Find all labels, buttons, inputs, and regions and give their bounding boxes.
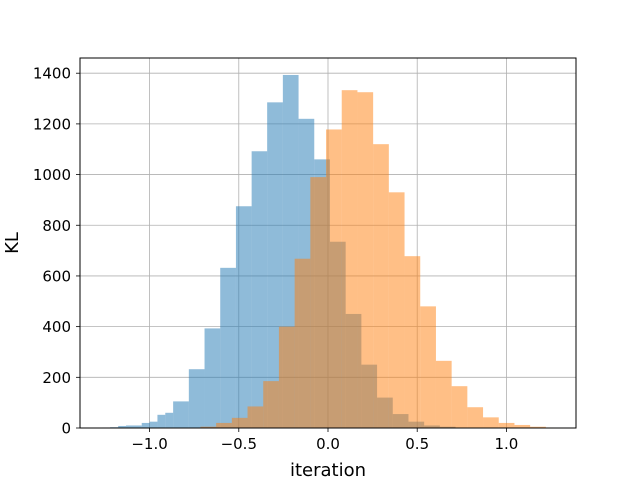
histogram-bar-series-1 — [118, 425, 127, 428]
histogram-bar-series-2 — [278, 326, 295, 428]
y-tick-label: 0 — [61, 420, 71, 438]
histogram-bar-series-1 — [204, 328, 221, 428]
histogram-bar-series-1 — [157, 414, 166, 428]
histogram-bar-series-2 — [247, 406, 264, 428]
x-tick-label: −1.0 — [131, 435, 167, 453]
y-tick-label: 1000 — [33, 166, 71, 184]
histogram-bar-series-2 — [263, 381, 279, 428]
x-tick-label: 0.0 — [316, 435, 340, 453]
y-tick-label: 400 — [42, 318, 71, 336]
histogram-bar-series-2 — [451, 386, 468, 428]
histogram-bar-series-2 — [373, 144, 389, 429]
histogram-bar-series-1 — [235, 206, 252, 428]
histogram-bar-series-2 — [435, 360, 452, 428]
histogram-bar-series-2 — [467, 407, 484, 428]
histogram-bar-series-2 — [326, 129, 342, 428]
histogram-bar-series-1 — [220, 267, 236, 428]
histogram-bar-series-2 — [530, 426, 546, 428]
axis-ticks: −1.0 −0.5 0.0 0.5 1.0 0 200 400 600 800 1000 1200 14… — [33, 65, 519, 453]
y-tick-label: 1200 — [33, 115, 71, 133]
histogram-bar-series-1 — [149, 421, 158, 428]
histogram-bar-series-2 — [294, 258, 311, 428]
histogram-bars — [102, 74, 554, 429]
histogram-bar-series-1 — [251, 151, 268, 429]
y-axis-label: KL — [2, 232, 23, 254]
y-tick-label: 1400 — [33, 65, 71, 83]
x-tick-label: −0.5 — [221, 435, 257, 453]
histogram-bar-series-2 — [357, 92, 374, 428]
y-tick-label: 600 — [42, 267, 71, 285]
histogram-bar-series-2 — [420, 306, 436, 428]
histogram-bar-series-2 — [231, 417, 248, 428]
x-tick-label: 0.5 — [405, 435, 429, 453]
histogram-bar-series-1 — [165, 412, 174, 428]
histogram-bar-series-2 — [200, 426, 217, 428]
histogram-bar-series-2 — [514, 424, 531, 428]
histogram-bar-series-2 — [388, 192, 405, 428]
histogram-bar-series-2 — [216, 422, 232, 428]
x-axis-label: iteration — [290, 460, 366, 480]
x-tick-label: 1.0 — [494, 435, 518, 453]
histogram-bar-series-2 — [310, 177, 327, 428]
histogram-bar-series-1 — [173, 401, 189, 428]
y-tick-label: 200 — [42, 369, 71, 387]
histogram-bar-series-2 — [498, 422, 515, 428]
histogram-bar-series-1 — [126, 425, 142, 428]
histogram-bar-series-2 — [341, 90, 358, 428]
histogram-bar-series-2 — [404, 256, 421, 428]
histogram-bar-series-1 — [188, 369, 205, 428]
histogram-bar-series-1 — [141, 422, 150, 428]
y-tick-label: 800 — [42, 217, 71, 235]
histogram-bar-series-2 — [483, 417, 499, 428]
